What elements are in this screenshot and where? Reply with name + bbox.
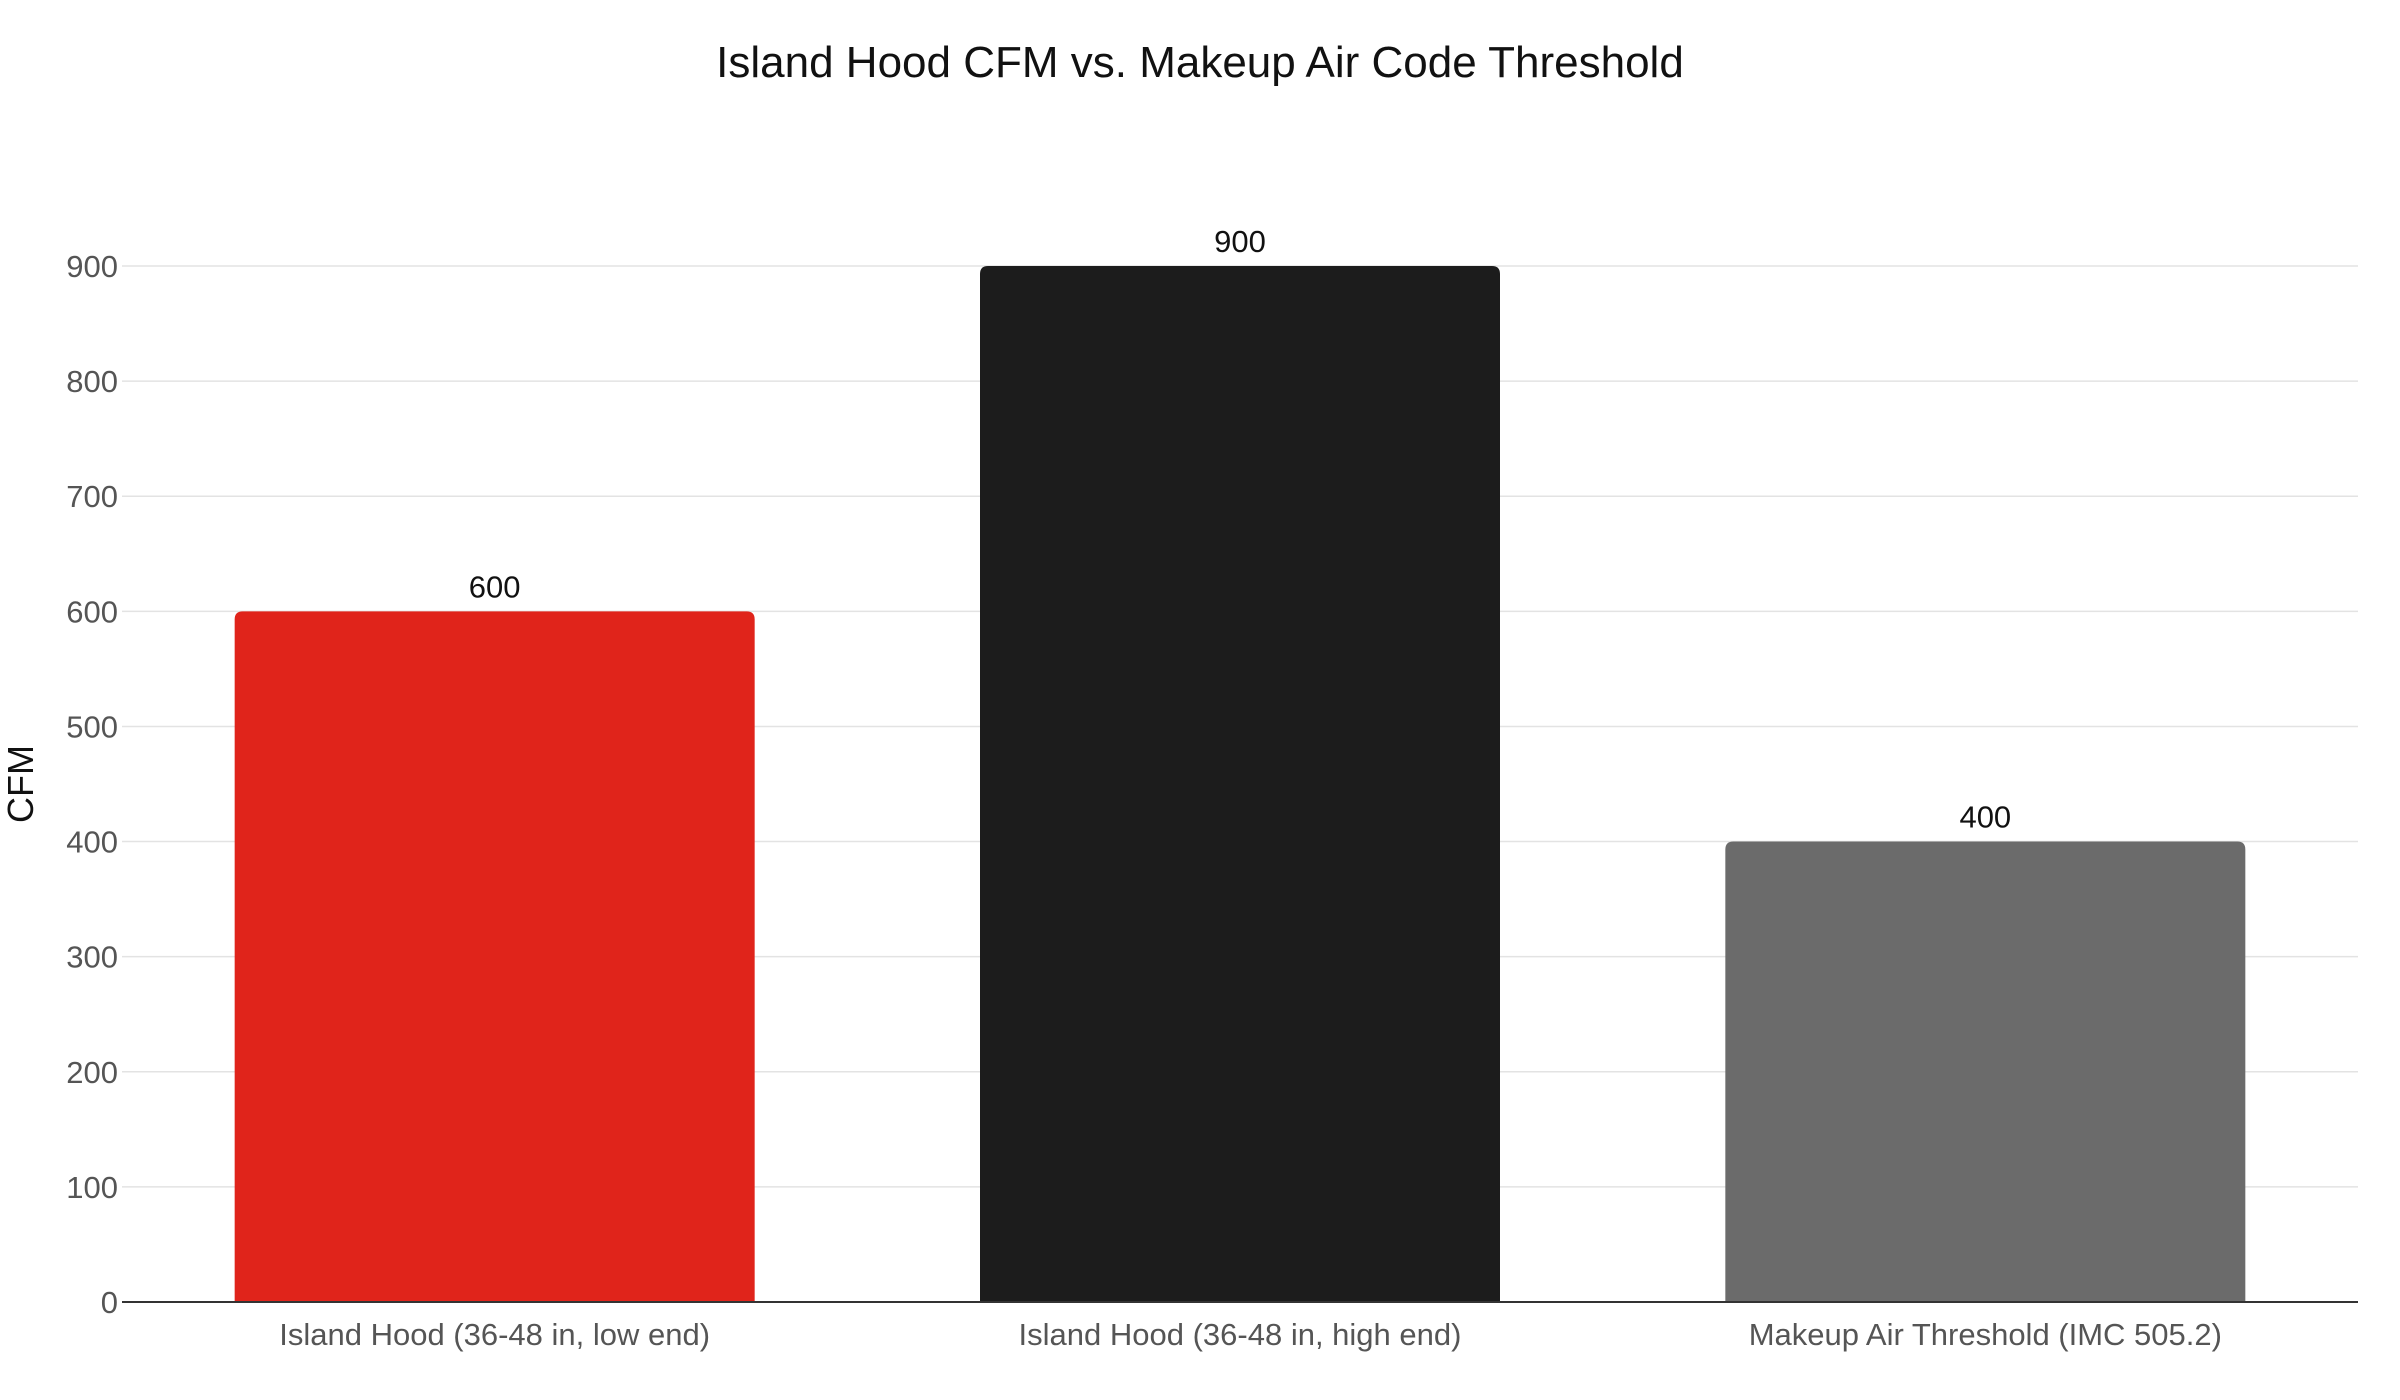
x-category-label: Makeup Air Threshold (IMC 505.2) — [1749, 1317, 2222, 1352]
x-category-label: Island Hood (36-48 in, high end) — [1019, 1317, 1462, 1352]
y-axis-tick-labels: 0 100 200 300 400 500 600 700 800 900 — [66, 249, 118, 1320]
data-labels: 600 900 400 — [469, 224, 2011, 835]
y-tick-label: 200 — [66, 1055, 118, 1090]
y-tick-label: 0 — [101, 1285, 118, 1320]
bars — [234, 266, 2246, 1302]
data-label: 600 — [469, 569, 521, 604]
x-category-label: Island Hood (36-48 in, low end) — [279, 1317, 710, 1352]
y-tick-label: 400 — [66, 825, 118, 860]
bar — [980, 266, 1500, 1302]
bar — [1725, 841, 2246, 1302]
y-tick-label: 100 — [66, 1170, 118, 1205]
y-tick-label: 900 — [66, 249, 118, 284]
y-tick-label: 600 — [66, 594, 118, 629]
data-label: 400 — [1959, 800, 2011, 835]
x-axis-category-labels: Island Hood (36-48 in, low end) Island Ho… — [279, 1317, 2222, 1352]
y-tick-label: 700 — [66, 479, 118, 514]
y-tick-label: 800 — [66, 364, 118, 399]
data-label: 900 — [1214, 224, 1266, 259]
chart-title: Island Hood CFM vs. Makeup Air Code Thre… — [716, 38, 1684, 87]
bar — [234, 611, 755, 1302]
y-tick-label: 300 — [66, 940, 118, 975]
y-tick-label: 500 — [66, 709, 118, 744]
y-axis-title: CFM — [0, 745, 41, 823]
